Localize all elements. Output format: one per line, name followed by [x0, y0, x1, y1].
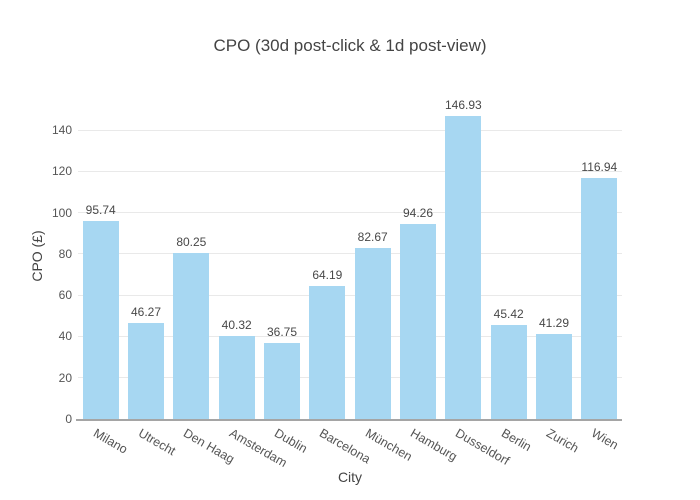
bar-value-label: 36.75 [266, 325, 298, 340]
x-tick-label: Den Haag [181, 426, 238, 467]
bar-value-label: 94.26 [402, 206, 434, 221]
gridline [78, 335, 622, 337]
bar-value-label: 64.19 [312, 268, 343, 283]
bar[interactable] [128, 323, 164, 419]
y-tick-label: 60 [58, 288, 72, 303]
bar-value-label: 82.67 [357, 230, 388, 245]
bar[interactable] [82, 221, 119, 419]
y-tick-label: 100 [51, 205, 72, 220]
x-tick-label: Barcelona [317, 426, 374, 467]
x-tick-label: Zurich [544, 426, 582, 456]
bar-value-label: 45.42 [493, 307, 524, 322]
x-tick-label: Milano [90, 426, 130, 457]
x-axis-line [76, 419, 622, 421]
gridline [78, 253, 622, 255]
x-tick-label: Hamburg [408, 426, 460, 464]
bar-value-label: 146.93 [444, 97, 482, 112]
bar[interactable] [445, 115, 482, 419]
chart-title: CPO (30d post-click & 1d post-view) [213, 36, 487, 55]
bar[interactable] [490, 325, 527, 419]
y-tick-label: 40 [58, 329, 72, 344]
bar[interactable] [173, 253, 210, 419]
x-tick-label: Berlin [498, 426, 534, 455]
y-tick-label: 80 [58, 246, 72, 261]
bar[interactable] [309, 286, 346, 419]
bar-value-label: 41.29 [538, 315, 570, 330]
bar-value-label: 40.32 [221, 317, 252, 332]
gridline [78, 377, 622, 379]
gridline [78, 212, 622, 214]
bar-value-label: 46.27 [130, 305, 162, 320]
bar[interactable] [218, 335, 255, 419]
gridline [78, 170, 622, 172]
bar-value-label: 80.25 [176, 235, 207, 250]
bar[interactable] [581, 177, 618, 419]
bar-value-label: 116.94 [581, 159, 618, 174]
x-tick-label: Wien [589, 426, 621, 453]
gridline [78, 129, 622, 131]
x-tick-label: Utrecht [136, 426, 178, 459]
bar-value-label: 95.74 [85, 203, 116, 218]
bar[interactable] [264, 343, 300, 419]
gridline [78, 294, 622, 296]
y-tick-label: 20 [58, 370, 72, 385]
y-tick-label: 140 [51, 123, 72, 137]
bar[interactable] [536, 333, 572, 419]
x-axis-title: City [337, 469, 363, 485]
bar[interactable] [400, 224, 436, 419]
bar[interactable] [354, 248, 391, 419]
y-tick-label: 0 [65, 412, 72, 426]
y-tick-label: 120 [51, 164, 72, 179]
